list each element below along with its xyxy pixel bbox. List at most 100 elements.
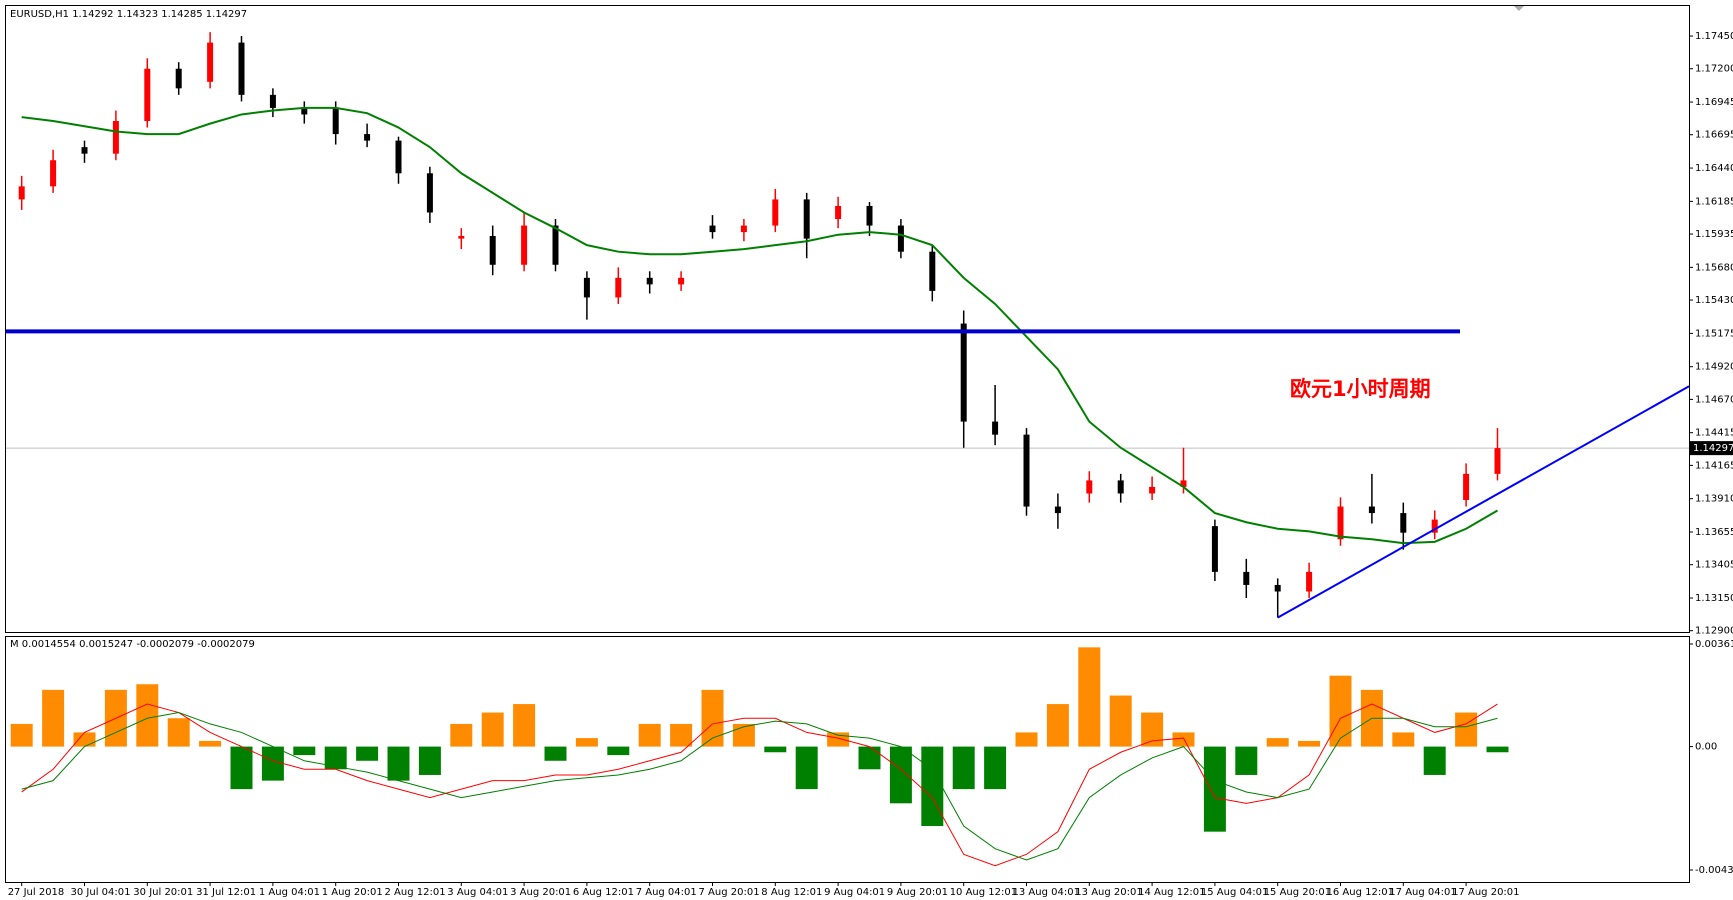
candle-body — [1086, 480, 1093, 494]
histogram-bar — [230, 746, 253, 790]
histogram-bar — [889, 746, 912, 804]
x-tick-label: 17 Aug 20:01 — [1452, 887, 1519, 898]
moving-average — [21, 106, 1499, 545]
candle-body — [1431, 519, 1438, 533]
candle-body — [960, 323, 967, 422]
y-tick-label: 1.13150 — [1695, 593, 1733, 604]
indicator-line — [21, 712, 1498, 861]
histogram-bar — [1015, 732, 1038, 747]
histogram-bar — [1141, 712, 1164, 747]
histogram-bar — [670, 723, 693, 747]
current-price-box — [1690, 441, 1733, 456]
candle-body — [897, 225, 904, 252]
histogram-bar — [1266, 738, 1289, 747]
candle-body — [238, 42, 245, 95]
candle-body — [1211, 526, 1218, 572]
candle-body — [1368, 506, 1375, 514]
x-tick-label: 31 Jul 12:01 — [196, 887, 256, 898]
histogram-bar — [450, 723, 473, 747]
histogram-bar — [1298, 740, 1321, 747]
y-tick-label: 1.17200 — [1695, 64, 1733, 75]
histogram-bar — [952, 746, 975, 790]
x-tick-label: 16 Aug 12:01 — [1327, 887, 1394, 898]
histogram-bar — [1172, 732, 1195, 747]
histogram-bar — [638, 723, 661, 747]
candle-body — [1494, 448, 1501, 474]
candle-body — [552, 225, 559, 265]
candle-body — [929, 251, 936, 291]
histogram-bar — [418, 746, 441, 775]
candle-body — [18, 186, 25, 200]
scroll-marker — [1514, 6, 1524, 11]
candle-body — [1400, 513, 1407, 533]
x-tick-label: 10 Aug 12:01 — [950, 887, 1017, 898]
x-tick-label: 30 Jul 04:01 — [71, 887, 131, 898]
trend-line — [1277, 385, 1690, 619]
candle-body — [835, 205, 842, 220]
indicator-title: M 0.0014554 0.0015247 -0.0002079 -0.0002… — [10, 639, 255, 650]
current-price-label: 1.14297 — [1693, 443, 1733, 454]
candle-body — [866, 205, 873, 226]
x-tick-label: 30 Jul 20:01 — [133, 887, 193, 898]
candle-body — [1023, 434, 1030, 507]
candle-body — [332, 107, 339, 135]
candle-body — [1054, 506, 1061, 514]
histogram-bar — [1329, 675, 1352, 747]
candle-body — [740, 225, 747, 233]
histogram-bar — [167, 718, 190, 747]
y-tick-label: 1.14670 — [1695, 394, 1733, 405]
histogram-bar — [42, 689, 65, 747]
candle-body — [1117, 480, 1124, 494]
histogram-bar — [387, 746, 410, 781]
candle-body — [364, 134, 371, 141]
histogram-bar — [136, 684, 159, 747]
candle-body — [395, 140, 402, 174]
y-tick-label: 1.13655 — [1695, 527, 1733, 538]
y-tick-label: 1.15680 — [1695, 262, 1733, 273]
x-tick-label: 7 Aug 04:01 — [636, 887, 697, 898]
histogram-bar — [513, 704, 536, 747]
x-tick-label: 15 Aug 04:01 — [1201, 887, 1268, 898]
candle-body — [50, 160, 57, 187]
x-tick-label: 14 Aug 12:01 — [1138, 887, 1205, 898]
candle-body — [1274, 584, 1281, 592]
y-tick-label: -0.004352 — [1695, 865, 1733, 876]
candle-body — [175, 68, 182, 89]
y-tick-label: 1.14920 — [1695, 362, 1733, 373]
candle-body — [489, 236, 496, 265]
y-tick-label: 1.13405 — [1695, 560, 1733, 571]
x-tick-label: 7 Aug 20:01 — [699, 887, 760, 898]
x-tick-label: 2 Aug 12:01 — [385, 887, 446, 898]
x-tick-label: 6 Aug 12:01 — [573, 887, 634, 898]
candle-body — [426, 173, 433, 213]
candle-body — [1463, 473, 1470, 501]
chart-title: EURUSD,H1 1.14292 1.14323 1.14285 1.1429… — [10, 9, 247, 20]
histogram-bar — [921, 746, 944, 826]
indicator-panel — [5, 636, 1690, 883]
x-tick-label: 15 Aug 20:01 — [1264, 887, 1331, 898]
candle-body — [678, 277, 685, 285]
x-tick-label: 1 Aug 04:01 — [259, 887, 320, 898]
y-tick-label: 1.15175 — [1695, 328, 1733, 339]
y-tick-label: 1.15935 — [1695, 229, 1733, 240]
candle-body — [803, 199, 810, 239]
histogram-bar — [481, 712, 504, 747]
histogram-bar — [1235, 746, 1258, 775]
histogram-bar — [764, 746, 787, 753]
candle-body — [1149, 486, 1156, 494]
y-tick-label: 1.15430 — [1695, 295, 1733, 306]
histogram-bar — [1046, 704, 1069, 747]
candle-body — [81, 147, 88, 154]
histogram-bar — [356, 746, 379, 761]
histogram-bar — [324, 746, 347, 770]
histogram-bar — [10, 723, 33, 747]
x-tick-label: 9 Aug 04:01 — [824, 887, 885, 898]
candle-body — [207, 42, 214, 82]
histogram-bar — [858, 746, 881, 770]
histogram-bar — [1423, 746, 1446, 775]
histogram-bar — [575, 738, 598, 747]
y-tick-label: 1.14165 — [1695, 460, 1733, 471]
histogram-bar — [701, 689, 724, 747]
y-tick-label: 1.17450 — [1695, 31, 1733, 42]
